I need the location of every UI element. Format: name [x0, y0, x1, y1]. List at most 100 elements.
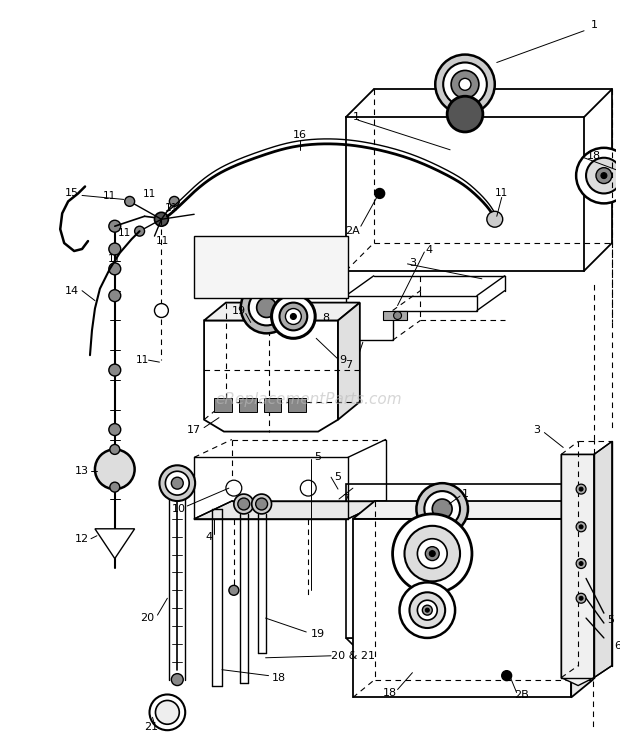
Polygon shape	[95, 528, 135, 559]
Circle shape	[424, 491, 460, 527]
Text: 10: 10	[172, 504, 186, 514]
Circle shape	[576, 522, 586, 532]
Text: 21: 21	[144, 723, 159, 732]
Circle shape	[135, 226, 144, 236]
Circle shape	[156, 701, 179, 724]
Text: 11: 11	[165, 203, 178, 214]
Circle shape	[290, 313, 296, 319]
Text: 11: 11	[118, 228, 131, 238]
Text: 3: 3	[533, 424, 540, 435]
Circle shape	[159, 465, 195, 501]
Polygon shape	[561, 455, 594, 686]
Polygon shape	[264, 398, 281, 411]
Circle shape	[601, 173, 607, 179]
Circle shape	[110, 482, 120, 492]
Circle shape	[252, 494, 272, 514]
Circle shape	[149, 695, 185, 730]
Text: 14: 14	[65, 285, 79, 296]
Circle shape	[424, 517, 460, 553]
Text: 19: 19	[232, 306, 246, 316]
Circle shape	[487, 211, 503, 227]
Text: 4: 4	[426, 245, 433, 255]
Circle shape	[109, 364, 121, 376]
Text: 7: 7	[345, 360, 353, 370]
Text: 12: 12	[75, 534, 89, 544]
Circle shape	[109, 424, 121, 436]
Circle shape	[425, 609, 429, 612]
Circle shape	[425, 547, 439, 560]
Polygon shape	[288, 398, 306, 411]
Text: eReplacementParts.com: eReplacementParts.com	[215, 393, 402, 408]
Text: 19: 19	[311, 629, 326, 639]
Circle shape	[392, 514, 472, 593]
Circle shape	[417, 600, 437, 620]
Text: 18: 18	[383, 688, 397, 698]
Circle shape	[280, 303, 308, 331]
Polygon shape	[204, 303, 360, 320]
Polygon shape	[204, 320, 338, 432]
Text: 11: 11	[108, 254, 122, 264]
Circle shape	[109, 290, 121, 301]
Text: 15: 15	[65, 189, 79, 199]
Text: 7: 7	[342, 494, 350, 504]
Circle shape	[447, 96, 483, 132]
Circle shape	[459, 79, 471, 91]
Circle shape	[579, 525, 583, 528]
Text: 5: 5	[335, 472, 342, 482]
Text: 2B: 2B	[514, 691, 529, 701]
Circle shape	[238, 498, 250, 510]
Text: 20: 20	[141, 613, 154, 623]
Polygon shape	[194, 501, 386, 519]
Text: 11: 11	[136, 355, 149, 365]
Polygon shape	[239, 398, 257, 411]
Polygon shape	[353, 501, 593, 519]
Circle shape	[125, 196, 135, 206]
Text: 5: 5	[608, 615, 614, 625]
Circle shape	[110, 445, 120, 455]
Circle shape	[596, 168, 612, 183]
Circle shape	[249, 290, 285, 325]
Circle shape	[374, 189, 384, 199]
Circle shape	[409, 592, 445, 628]
Polygon shape	[346, 484, 584, 638]
Polygon shape	[338, 303, 360, 420]
Text: 2A: 2A	[345, 226, 360, 236]
Text: 1: 1	[352, 112, 360, 122]
Circle shape	[109, 220, 121, 232]
Text: 16: 16	[293, 130, 308, 140]
Circle shape	[257, 297, 277, 317]
Text: 17: 17	[187, 424, 202, 435]
Circle shape	[576, 559, 586, 569]
Text: 4: 4	[205, 532, 213, 542]
Circle shape	[154, 212, 169, 226]
Text: 3: 3	[409, 258, 416, 268]
Circle shape	[417, 483, 468, 535]
Circle shape	[229, 585, 239, 595]
Circle shape	[285, 309, 301, 325]
Circle shape	[300, 480, 316, 496]
Circle shape	[443, 63, 487, 106]
Circle shape	[435, 54, 495, 114]
Polygon shape	[594, 442, 612, 678]
Text: 1: 1	[590, 20, 598, 29]
Circle shape	[432, 499, 452, 519]
Text: 1: 1	[461, 489, 469, 499]
Circle shape	[579, 487, 583, 491]
Circle shape	[586, 158, 620, 193]
Circle shape	[348, 310, 358, 320]
Text: 8: 8	[322, 313, 330, 323]
Text: 13: 13	[75, 467, 89, 476]
Text: 18: 18	[272, 673, 286, 683]
Polygon shape	[584, 484, 612, 666]
Circle shape	[579, 596, 583, 600]
Circle shape	[576, 484, 586, 494]
Text: 6: 6	[614, 641, 620, 651]
Circle shape	[234, 494, 254, 514]
Circle shape	[399, 582, 455, 638]
Circle shape	[451, 70, 479, 98]
Circle shape	[154, 304, 169, 317]
Circle shape	[417, 539, 447, 569]
Text: 9: 9	[339, 355, 347, 365]
Circle shape	[502, 670, 512, 680]
Circle shape	[429, 550, 435, 556]
